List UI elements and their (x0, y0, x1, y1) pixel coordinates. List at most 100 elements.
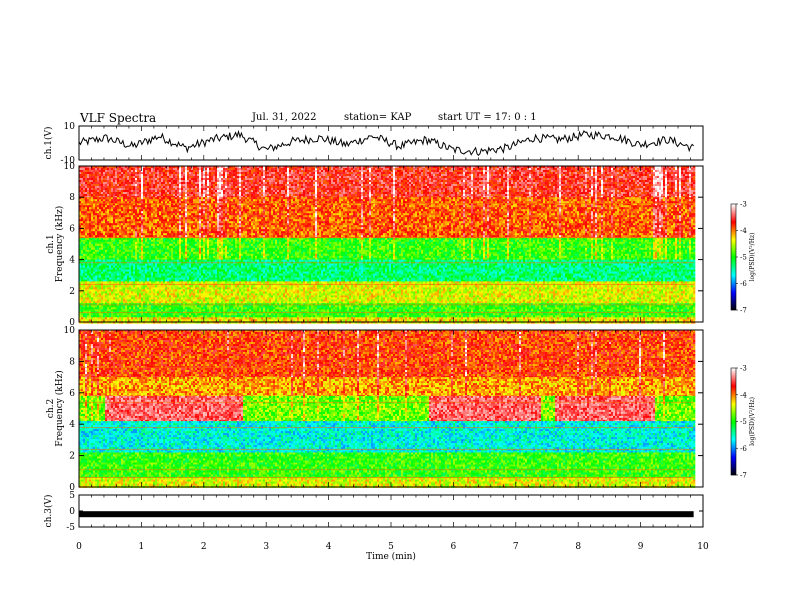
spectrogram-cell (557, 168, 559, 170)
spectrogram-cell (635, 168, 637, 170)
spectrogram-cell (417, 168, 419, 170)
spectrogram-cell (253, 170, 255, 172)
spectrogram-cell (161, 170, 163, 172)
spectrogram-cell (493, 168, 495, 170)
spectrogram-cell (449, 170, 451, 172)
spectrogram-cell (431, 170, 433, 172)
spectrogram-cell (613, 168, 615, 170)
spectrogram-cell (333, 170, 335, 172)
spectrogram-cell (473, 168, 475, 170)
spectrogram-cell (565, 168, 567, 170)
spectrogram-cell (433, 168, 435, 170)
spectrogram-cell (519, 168, 521, 170)
spectrogram-cell (411, 168, 413, 170)
vlf-figure: 10-10ch.1(V)0246810ch.1 Frequency (kHz)-3… (0, 0, 792, 612)
spectrogram-cell (535, 168, 537, 170)
spectrogram-cell (237, 170, 239, 172)
spectrogram-cell (115, 170, 117, 172)
spectrogram-cell (281, 168, 283, 170)
spectrogram-cell (479, 168, 481, 170)
spectrogram-cell (397, 168, 399, 170)
spectrogram-cell (463, 170, 465, 172)
ch1-trace (79, 131, 694, 155)
spectrogram-cell (429, 168, 431, 170)
spectrogram-cell (525, 168, 527, 170)
spectrogram-cell (105, 168, 107, 170)
spectrogram-cell (359, 168, 361, 170)
spectrogram-cell (501, 170, 503, 172)
spectrogram-cell (463, 168, 465, 170)
spectrogram-cell (323, 168, 325, 170)
spectrogram-cell (497, 170, 499, 172)
spectrogram-cell (593, 168, 595, 170)
spectrogram-cell (225, 170, 227, 172)
spectrogram-cell (563, 168, 565, 170)
spectrogram-cell (675, 168, 677, 170)
spectrogram-cell (255, 170, 257, 172)
spectrogram-cell (133, 170, 135, 172)
spectrogram-cell (161, 168, 163, 170)
spectrogram-cell (399, 168, 401, 170)
spectrogram-cell (275, 168, 277, 170)
spectrogram-cell (657, 168, 659, 170)
spectrogram-cell (369, 168, 371, 170)
spectrogram-cell (151, 170, 153, 172)
spectrogram-cell (687, 168, 689, 170)
spectrogram-cell (249, 170, 251, 172)
spectrogram-cell (423, 170, 425, 172)
spectrogram-cell (561, 168, 563, 170)
spectrogram-cell (167, 168, 169, 170)
spectrogram-cell (85, 168, 87, 170)
spectrogram-cell (621, 168, 623, 170)
spectrogram-cell (659, 168, 661, 170)
spectrogram-cell (147, 170, 149, 172)
spectrogram-cell (231, 170, 233, 172)
spectrogram-cell (397, 170, 399, 172)
spectrogram-cell (293, 170, 295, 172)
spectrogram-cell (625, 168, 627, 170)
spectrogram-cell (275, 170, 277, 172)
spectrogram-cell (413, 168, 415, 170)
spectrogram-cell (271, 168, 273, 170)
spectrogram-cell (269, 170, 271, 172)
spectrogram-cell (283, 168, 285, 170)
spectrogram-cell (83, 168, 85, 170)
spectrogram-cell (173, 170, 175, 172)
spectrogram-cell (357, 168, 359, 170)
spectrogram-cell (357, 170, 359, 172)
spectrogram-cell (129, 168, 131, 170)
spectrogram-cell (443, 168, 445, 170)
spectrogram-cell (247, 168, 249, 170)
spectrogram-cell (121, 168, 123, 170)
spectrogram-cell (421, 170, 423, 172)
spectrogram-cell (109, 168, 111, 170)
spectrogram-cell (119, 170, 121, 172)
spectrogram-cell (617, 168, 619, 170)
spectrogram-cell (83, 170, 85, 172)
spectrogram-cell (327, 168, 329, 170)
spectrogram-cell (309, 170, 311, 172)
spectrogram-cell (221, 168, 223, 170)
spectrogram-cell (437, 168, 439, 170)
spectrogram-cell (337, 168, 339, 170)
spectrogram-cell (137, 168, 139, 170)
spectrogram-cell (567, 168, 569, 170)
spectrogram-cell (99, 170, 101, 172)
spectrogram-cell (163, 168, 165, 170)
spectrogram-cell (183, 170, 185, 172)
spectrogram-cell (461, 168, 463, 170)
spectrogram-cell (591, 168, 593, 170)
spectrogram-cell (285, 170, 287, 172)
spectrogram-cell (305, 168, 307, 170)
spectrogram-cell (321, 168, 323, 170)
spectrogram-cell (379, 168, 381, 170)
spectrogram-cell (661, 168, 663, 170)
spectrogram-cell (413, 170, 415, 172)
spectrogram-cell (191, 170, 193, 172)
spectrogram-cell (291, 170, 293, 172)
spectrogram-cell (517, 168, 519, 170)
spectrogram-cell (351, 170, 353, 172)
spectrogram-cell (279, 168, 281, 170)
spectrogram-cell (129, 170, 131, 172)
spectrogram-cell (409, 168, 411, 170)
